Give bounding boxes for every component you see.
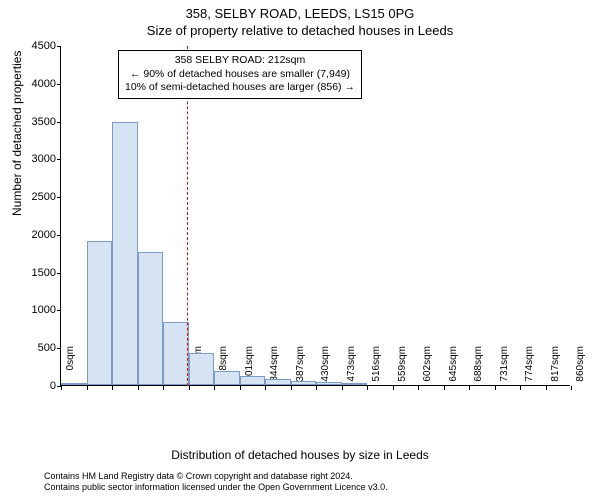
xtick-mark: [546, 386, 547, 390]
histogram-bar: [138, 252, 164, 385]
xtick-label: 731sqm: [499, 346, 510, 390]
xtick-label: 688sqm: [473, 346, 484, 390]
ytick-label: 0: [16, 380, 56, 392]
xtick-label: 774sqm: [524, 346, 535, 390]
ytick-label: 4000: [16, 78, 56, 90]
histogram-bar: [189, 353, 215, 385]
xtick-label: 860sqm: [575, 346, 586, 390]
info-box-line: 358 SELBY ROAD: 212sqm: [125, 54, 355, 68]
info-box: 358 SELBY ROAD: 212sqm← 90% of detached …: [118, 50, 362, 99]
histogram-bar: [214, 371, 240, 385]
xtick-label: 645sqm: [448, 346, 459, 390]
xtick-label: 559sqm: [397, 346, 408, 390]
xtick-mark: [87, 386, 88, 390]
xtick-mark: [520, 386, 521, 390]
xtick-mark: [291, 386, 292, 390]
xtick-mark: [112, 386, 113, 390]
histogram-bar: [61, 383, 87, 385]
ytick-mark: [57, 159, 61, 160]
ytick-label: 500: [16, 342, 56, 354]
histogram-bar: [87, 241, 113, 385]
ytick-label: 1500: [16, 267, 56, 279]
ytick-label: 1000: [16, 304, 56, 316]
ytick-mark: [57, 348, 61, 349]
xtick-mark: [163, 386, 164, 390]
info-box-line: ← 90% of detached houses are smaller (7,…: [125, 68, 355, 82]
ytick-label: 3000: [16, 153, 56, 165]
histogram-bar: [112, 122, 138, 385]
xtick-mark: [138, 386, 139, 390]
ytick-mark: [57, 84, 61, 85]
ytick-label: 3500: [16, 116, 56, 128]
xtick-mark: [495, 386, 496, 390]
ytick-label: 4500: [16, 40, 56, 52]
xtick-mark: [444, 386, 445, 390]
xtick-mark: [469, 386, 470, 390]
xtick-mark: [571, 386, 572, 390]
ytick-mark: [57, 197, 61, 198]
xtick-mark: [265, 386, 266, 390]
ytick-mark: [57, 310, 61, 311]
footer-line2: Contains public sector information licen…: [44, 482, 388, 494]
xtick-mark: [367, 386, 368, 390]
histogram-chart: 0500100015002000250030003500400045000sqm…: [60, 46, 570, 416]
xtick-label: 817sqm: [550, 346, 561, 390]
xtick-mark: [61, 386, 62, 390]
xtick-mark: [214, 386, 215, 390]
xtick-mark: [189, 386, 190, 390]
ytick-mark: [57, 273, 61, 274]
info-box-line: 10% of semi-detached houses are larger (…: [125, 81, 355, 95]
xtick-mark: [240, 386, 241, 390]
ytick-mark: [57, 235, 61, 236]
xtick-label: 516sqm: [371, 346, 382, 390]
x-axis-label: Distribution of detached houses by size …: [0, 448, 600, 462]
footer-attribution: Contains HM Land Registry data © Crown c…: [44, 471, 388, 494]
page-title-line1: 358, SELBY ROAD, LEEDS, LS15 0PG: [0, 0, 600, 21]
ytick-mark: [57, 46, 61, 47]
histogram-bar: [342, 383, 368, 385]
histogram-bar: [240, 376, 266, 385]
histogram-bar: [163, 322, 189, 385]
xtick-mark: [418, 386, 419, 390]
page-title-line2: Size of property relative to detached ho…: [0, 21, 600, 38]
xtick-mark: [393, 386, 394, 390]
histogram-bar: [265, 379, 291, 385]
ytick-label: 2000: [16, 229, 56, 241]
xtick-label: 602sqm: [422, 346, 433, 390]
ytick-mark: [57, 122, 61, 123]
histogram-bar: [291, 381, 317, 385]
xtick-mark: [316, 386, 317, 390]
footer-line1: Contains HM Land Registry data © Crown c…: [44, 471, 388, 483]
histogram-bar: [316, 382, 342, 385]
xtick-mark: [342, 386, 343, 390]
ytick-label: 2500: [16, 191, 56, 203]
